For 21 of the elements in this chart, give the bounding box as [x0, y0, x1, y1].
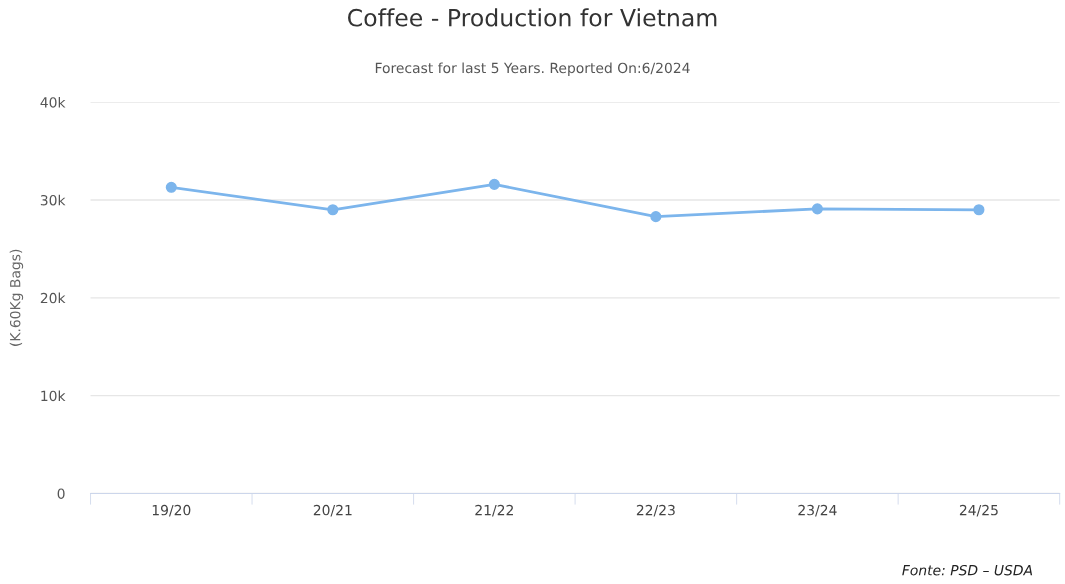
y-tick-label: 0 [57, 488, 65, 499]
y-axis-title: (K.60Kg Bags) [9, 249, 24, 346]
x-tick-label: 23/24 [798, 504, 837, 517]
point [165, 181, 177, 193]
x-tick-label: 21/22 [475, 504, 513, 517]
source-note: Fonte: PSD – USDA [902, 564, 1033, 576]
point [973, 204, 985, 216]
point [327, 204, 339, 216]
x-tick-label: 24/25 [959, 504, 998, 517]
x-tick-label: 20/21 [313, 504, 352, 517]
y-tick-label: 10k [41, 390, 66, 402]
y-tick-label: 30k [40, 194, 66, 206]
point [650, 211, 662, 223]
point [488, 178, 500, 190]
x-tick-label: 22/23 [636, 504, 675, 517]
x-tick-label: 19/20 [152, 504, 191, 517]
point [811, 203, 823, 215]
chart-title: Coffee - Production for Vietnam [348, 8, 717, 27]
y-tick-label: 20k [40, 292, 66, 304]
chart-subtitle: Forecast for last 5 Years. Reported On:6/2024 [375, 62, 690, 76]
y-tick-label: 40k [40, 96, 66, 108]
